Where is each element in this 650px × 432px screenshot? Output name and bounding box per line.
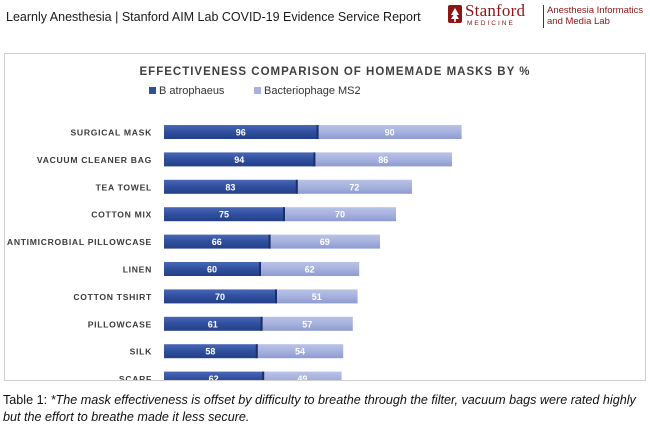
chart-container: EFFECTIVENESS COMPARISON OF HOMEMADE MAS…: [4, 53, 646, 386]
chart-title: EFFECTIVENESS COMPARISON OF HOMEMADE MAS…: [140, 66, 531, 78]
bar-segment-series-2: [314, 152, 452, 167]
legend-swatch-2: [254, 87, 261, 94]
category-labels: SURGICAL MASK VACUUM CLEANER BAG TEA TOWEL…: [7, 128, 152, 385]
bar-segment-series-2: [317, 125, 462, 139]
data-label: 62: [209, 374, 219, 380]
bar-separator: [283, 207, 285, 222]
bar-separator: [275, 289, 277, 304]
bar-segment-series-1: [164, 344, 257, 359]
data-label: 96: [236, 128, 246, 138]
bar-segment-series-1: [164, 207, 284, 222]
bar-segment-series-1: [164, 125, 318, 139]
lab-name: Anesthesia Informatics and Media Lab: [547, 5, 647, 27]
data-label: 70: [335, 210, 345, 220]
logo-wordmark: Stanford: [465, 1, 526, 20]
caption-text: *The mask effectiveness is offset by dif…: [3, 393, 636, 424]
category-label: SILK: [130, 347, 152, 357]
category-label: COTTON MIX: [91, 210, 152, 220]
bar-segment-series-2: [261, 316, 353, 331]
bar-separator: [316, 125, 319, 139]
category-label: SURGICAL MASK: [70, 128, 152, 138]
data-label: 66: [212, 237, 222, 247]
data-label: 57: [302, 319, 312, 329]
logo-subtitle: MEDICINE: [467, 20, 515, 27]
category-label: COTTON TSHIRT: [73, 292, 152, 302]
bar-segment-series-2: [276, 289, 358, 304]
caption-prefix: Table 1:: [3, 393, 51, 407]
bar-segment-series-1: [164, 316, 262, 331]
category-label: TEA TOWEL: [96, 182, 152, 192]
data-label: 69: [320, 237, 330, 247]
data-label: 61: [208, 319, 218, 329]
data-label: 58: [205, 347, 215, 357]
data-label: 94: [234, 155, 244, 165]
bar-segment-series-1: [164, 262, 260, 276]
data-label: 75: [219, 210, 229, 220]
bar-separator: [259, 262, 261, 276]
chart-legend: B atrophaeus Bacteriophage MS2: [149, 85, 361, 97]
bar-chart: EFFECTIVENESS COMPARISON OF HOMEMADE MAS…: [7, 66, 531, 386]
legend-label-2: Bacteriophage MS2: [264, 85, 361, 97]
bar-separator: [255, 344, 258, 359]
category-label: VACUUM CLEANER BAG: [37, 155, 152, 165]
category-label: PILLOWCASE: [88, 319, 152, 329]
bar-separator: [262, 371, 265, 386]
category-label: ANTIMICROBIAL PILLOWCASE: [7, 237, 152, 247]
lab-name-line2: and Media Lab: [547, 16, 610, 27]
bar-segment-series-1: [164, 179, 297, 194]
bars: [164, 125, 462, 386]
category-label: SCARF: [119, 374, 152, 380]
data-label: 83: [225, 182, 235, 192]
bar-segment-series-1: [164, 289, 276, 304]
logo-divider: [543, 5, 544, 28]
legend-swatch-1: [149, 87, 156, 94]
data-label: 51: [312, 292, 322, 302]
data-label: 72: [349, 182, 359, 192]
bar-segment-series-2: [260, 262, 360, 276]
stanford-medicine-logo: Stanford MEDICINE Anesthesia Informatics…: [447, 1, 647, 30]
figure-caption: Table 1: *The mask effectiveness is offs…: [3, 392, 649, 426]
bar-segment-series-1: [164, 234, 270, 249]
data-label: 60: [207, 265, 217, 275]
bar-separator: [260, 316, 263, 331]
bar-separator: [313, 152, 316, 167]
bar-separator: [268, 234, 271, 249]
data-label: 90: [385, 128, 395, 138]
lab-name-line1: Anesthesia Informatics: [547, 5, 644, 16]
bar-segment-series-2: [296, 179, 412, 194]
legend-label-1: B atrophaeus: [159, 85, 225, 97]
bar-segment-series-2: [284, 207, 396, 222]
stanford-tree-icon: [448, 5, 462, 23]
data-label: 86: [378, 155, 388, 165]
bar-separator: [295, 179, 298, 194]
data-label: 49: [297, 374, 307, 380]
data-label: 70: [215, 292, 225, 302]
bar-segment-series-1: [164, 152, 315, 167]
category-label: LINEN: [123, 265, 152, 275]
data-label: 54: [295, 347, 305, 357]
bar-segment-series-2: [256, 344, 344, 359]
bar-segment-series-2: [269, 234, 380, 249]
report-header: Learnly Anesthesia | Stanford AIM Lab CO…: [6, 10, 421, 24]
data-labels: 96 90 94 86 83 72 75 70 66 69 60 62 70 51 61 57 58 54 62 49: [205, 128, 395, 385]
data-label: 62: [305, 265, 315, 275]
